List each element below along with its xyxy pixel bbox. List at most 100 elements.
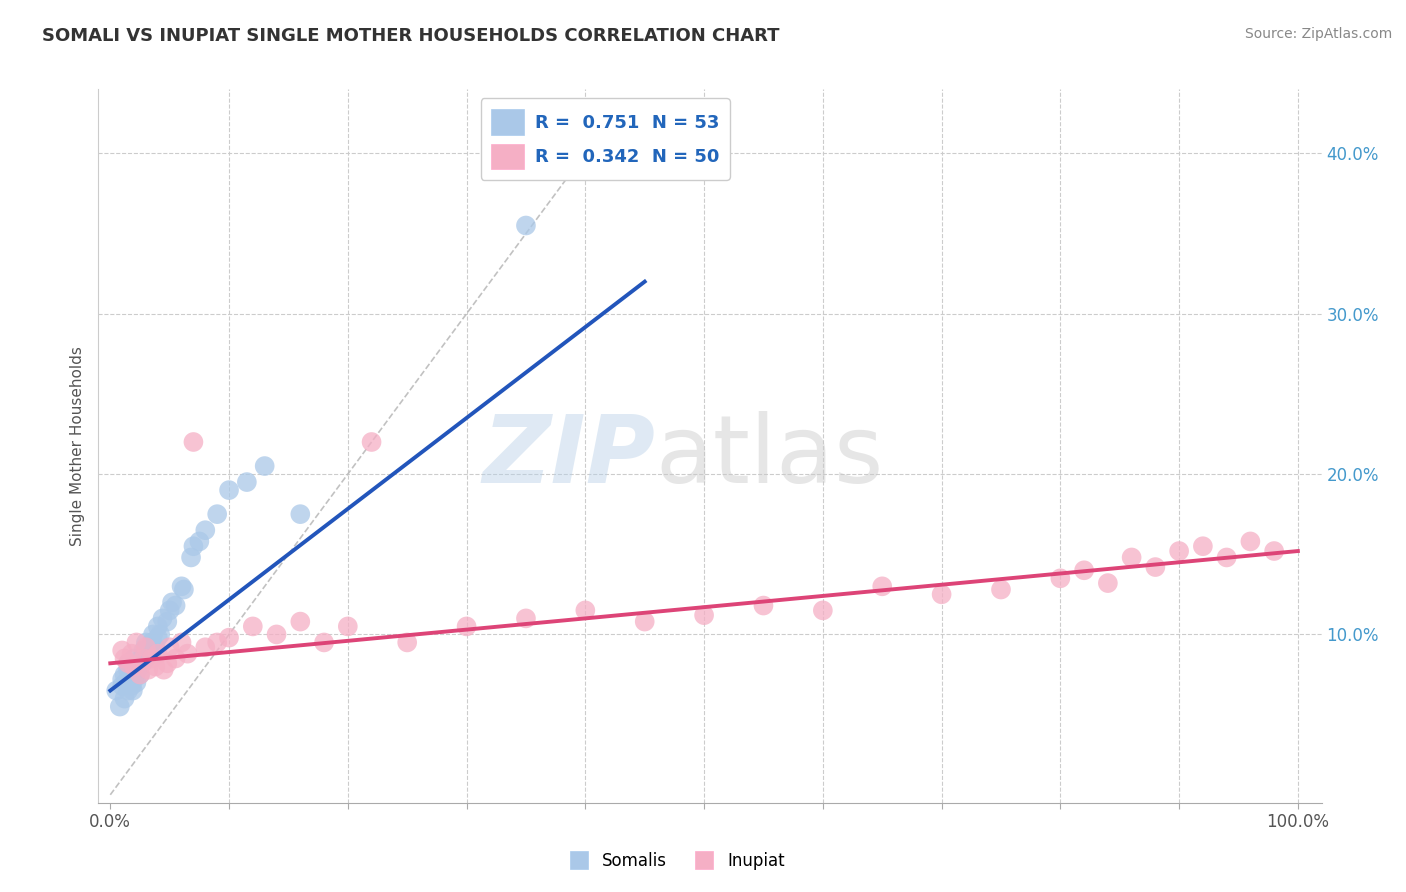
Point xyxy=(1073,563,1095,577)
Point xyxy=(574,603,596,617)
Point xyxy=(131,657,153,671)
Point xyxy=(156,615,179,629)
Point xyxy=(149,627,172,641)
Point xyxy=(159,603,181,617)
Point xyxy=(456,619,478,633)
Point xyxy=(1192,539,1215,553)
Y-axis label: Single Mother Households: Single Mother Households xyxy=(69,346,84,546)
Point xyxy=(188,534,211,549)
Point xyxy=(111,673,134,687)
Point xyxy=(1239,534,1261,549)
Point xyxy=(136,647,159,661)
Point xyxy=(336,619,359,633)
Point xyxy=(142,627,165,641)
Point xyxy=(266,627,288,641)
Point xyxy=(194,640,217,655)
Point xyxy=(122,651,145,665)
Point xyxy=(515,611,537,625)
Point xyxy=(159,640,181,655)
Point xyxy=(121,683,143,698)
Point xyxy=(121,647,143,661)
Point xyxy=(105,683,128,698)
Point xyxy=(146,631,169,645)
Point xyxy=(111,643,134,657)
Point xyxy=(135,635,157,649)
Text: Source: ZipAtlas.com: Source: ZipAtlas.com xyxy=(1244,27,1392,41)
Point xyxy=(170,579,193,593)
Point xyxy=(752,599,775,613)
Point xyxy=(312,635,335,649)
Point xyxy=(114,667,136,681)
Point xyxy=(145,659,167,673)
Point xyxy=(205,635,228,649)
Point xyxy=(396,635,419,649)
Point xyxy=(138,640,160,655)
Point xyxy=(1049,571,1071,585)
Point xyxy=(121,659,143,673)
Point xyxy=(170,635,193,649)
Point xyxy=(1144,560,1167,574)
Point xyxy=(129,659,152,673)
Point xyxy=(634,615,657,629)
Point xyxy=(129,651,152,665)
Point xyxy=(152,611,174,625)
Point xyxy=(129,667,152,681)
Point xyxy=(205,507,228,521)
Point xyxy=(160,595,183,609)
Point xyxy=(146,647,169,661)
Point xyxy=(990,582,1012,597)
Point xyxy=(165,651,187,665)
Point xyxy=(135,651,157,665)
Point xyxy=(136,663,159,677)
Point xyxy=(165,599,187,613)
Point xyxy=(117,657,139,671)
Point xyxy=(360,435,382,450)
Point xyxy=(117,657,139,671)
Point xyxy=(242,619,264,633)
Point xyxy=(173,582,195,597)
Text: SOMALI VS INUPIAT SINGLE MOTHER HOUSEHOLDS CORRELATION CHART: SOMALI VS INUPIAT SINGLE MOTHER HOUSEHOL… xyxy=(42,27,780,45)
Point xyxy=(111,679,134,693)
Text: ZIP: ZIP xyxy=(482,410,655,503)
Point xyxy=(290,507,312,521)
Point xyxy=(146,619,169,633)
Point xyxy=(176,647,198,661)
Point xyxy=(132,651,155,665)
Point xyxy=(121,667,143,681)
Point xyxy=(141,635,163,649)
Point xyxy=(122,659,145,673)
Point xyxy=(127,663,149,677)
Point xyxy=(180,550,202,565)
Point xyxy=(129,667,152,681)
Point xyxy=(931,587,953,601)
Point xyxy=(194,523,217,537)
Point xyxy=(122,673,145,687)
Point xyxy=(870,579,893,593)
Point xyxy=(108,699,131,714)
Point xyxy=(290,615,312,629)
Point xyxy=(1263,544,1285,558)
Text: atlas: atlas xyxy=(655,410,883,503)
Point xyxy=(811,603,834,617)
Point xyxy=(236,475,259,489)
Point xyxy=(114,651,136,665)
Point xyxy=(132,643,155,657)
Point xyxy=(117,663,139,677)
Point xyxy=(183,435,205,450)
Point xyxy=(118,675,141,690)
Point xyxy=(145,640,167,655)
Point xyxy=(1121,550,1143,565)
Point xyxy=(218,483,240,497)
Legend: Somalis, Inupiat: Somalis, Inupiat xyxy=(555,846,792,877)
Point xyxy=(125,675,148,690)
Point xyxy=(121,679,143,693)
Point xyxy=(117,683,139,698)
Point xyxy=(253,458,276,473)
Point xyxy=(125,659,148,673)
Point xyxy=(141,651,163,665)
Point xyxy=(114,691,136,706)
Point xyxy=(114,675,136,690)
Point xyxy=(124,667,146,681)
Point xyxy=(1215,550,1237,565)
Point xyxy=(183,539,205,553)
